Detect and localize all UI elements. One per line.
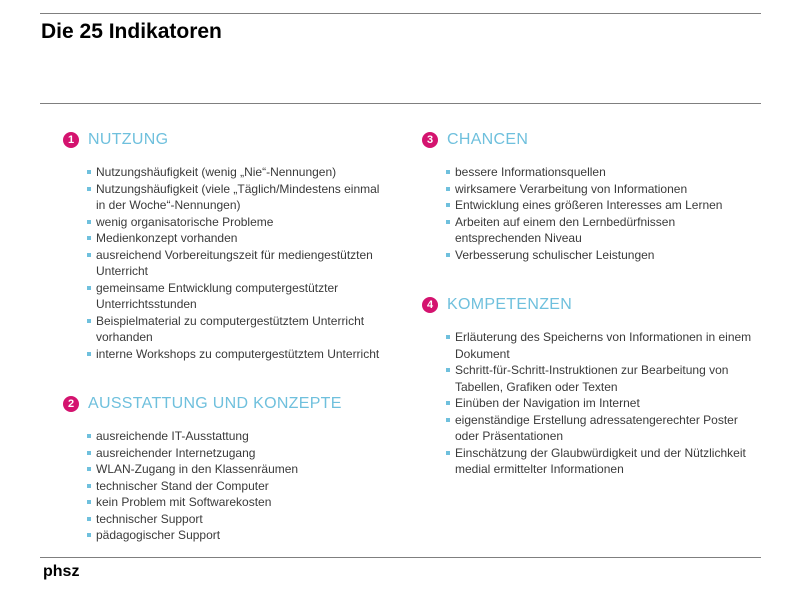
list-item: ausreichender Internetzugang xyxy=(87,445,383,462)
list-item: kein Problem mit Softwarekosten xyxy=(87,494,383,511)
section-heading: 3 CHANCEN xyxy=(422,130,762,150)
number-badge-icon: 4 xyxy=(422,297,438,313)
section-title: CHANCEN xyxy=(447,131,529,148)
list-item: Einüben der Navigation im Internet xyxy=(446,395,762,412)
section-heading: 1 NUTZUNG xyxy=(63,130,383,150)
list-item: Verbesserung schulischer Leistungen xyxy=(446,247,762,264)
list-item: Nutzungshäufigkeit (viele „Täglich/Minde… xyxy=(87,181,383,214)
list-item: bessere Informationsquellen xyxy=(446,164,762,181)
section-heading: 4 KOMPETENZEN xyxy=(422,295,762,315)
list-item: Einschätzung der Glaubwürdigkeit und der… xyxy=(446,445,762,478)
list-item: WLAN-Zugang in den Klassenräumen xyxy=(87,461,383,478)
section-heading: 2 AUSSTATTUNG UND KONZEPTE xyxy=(63,394,383,414)
list-item: ausreichend Vorbereitungszeit für medien… xyxy=(87,247,383,280)
section-title: AUSSTATTUNG UND KONZEPTE xyxy=(88,395,342,412)
list-item: Beispielmaterial zu computergestütztem U… xyxy=(87,313,383,346)
indicator-list: Nutzungshäufigkeit (wenig „Nie“-Nennunge… xyxy=(87,164,383,362)
indicator-list: ausreichende IT-Ausstattung ausreichender… xyxy=(87,428,383,544)
section-chancen: 3 CHANCEN bessere Informationsquellen wirks… xyxy=(422,130,762,263)
list-item: ausreichende IT-Ausstattung xyxy=(87,428,383,445)
number-badge-icon: 3 xyxy=(422,132,438,148)
list-item: technischer Stand der Computer xyxy=(87,478,383,495)
list-item: wenig organisatorische Probleme xyxy=(87,214,383,231)
list-item: Arbeiten auf einem den Lernbedürfnissen … xyxy=(446,214,762,247)
list-item: Erläuterung des Speicherns von Informati… xyxy=(446,329,762,362)
list-item: interne Workshops zu computergestütztem … xyxy=(87,346,383,363)
phsz-logo: phsz xyxy=(43,563,80,580)
list-item: Schritt-für-Schritt-Instruktionen zur Be… xyxy=(446,362,762,395)
list-item: Nutzungshäufigkeit (wenig „Nie“-Nennunge… xyxy=(87,164,383,181)
section-kompetenzen: 4 KOMPETENZEN Erläuterung des Speicherns v… xyxy=(422,295,762,478)
section-nutzung: 1 NUTZUNG Nutzungshäufigkeit (wenig „Nie“-… xyxy=(63,130,383,362)
list-item: wirksamere Verarbeitung von Informatione… xyxy=(446,181,762,198)
number-badge-icon: 1 xyxy=(63,132,79,148)
list-item: pädagogischer Support xyxy=(87,527,383,544)
top-divider xyxy=(40,13,761,14)
list-item: Entwicklung eines größeren Interesses am… xyxy=(446,197,762,214)
section-title: NUTZUNG xyxy=(88,131,169,148)
list-item: technischer Support xyxy=(87,511,383,528)
number-badge-icon: 2 xyxy=(63,396,79,412)
section-title: KOMPETENZEN xyxy=(447,296,573,313)
list-item: Medienkonzept vorhanden xyxy=(87,230,383,247)
list-item: eigenständige Erstellung adressatengerec… xyxy=(446,412,762,445)
list-item: gemeinsame Entwicklung computergestützte… xyxy=(87,280,383,313)
page-title: Die 25 Indikatoren xyxy=(41,20,222,43)
footer-divider xyxy=(40,557,761,558)
indicator-list: bessere Informationsquellen wirksamere Ve… xyxy=(446,164,762,263)
section-ausstattung: 2 AUSSTATTUNG UND KONZEPTE ausreichende IT… xyxy=(63,394,383,544)
title-divider xyxy=(40,103,761,104)
indicator-list: Erläuterung des Speicherns von Informati… xyxy=(446,329,762,478)
